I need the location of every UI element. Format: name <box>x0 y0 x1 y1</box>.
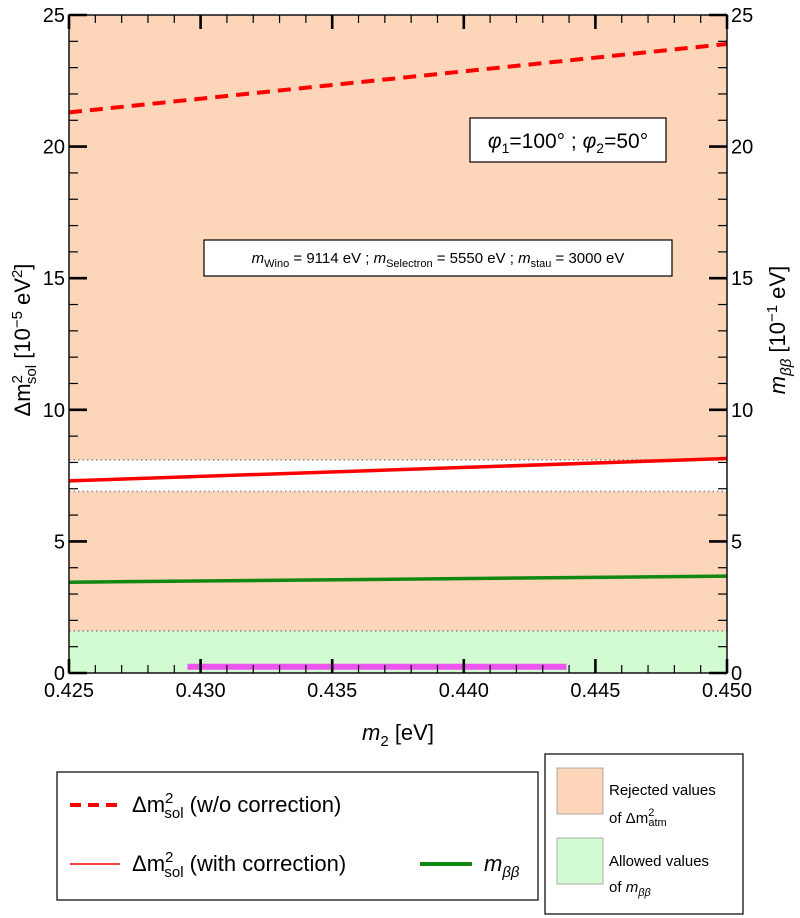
y-tick-label-5: 25 <box>43 5 65 27</box>
shade-label-allowed-1: Allowed values <box>609 853 709 870</box>
y2-tick-label-5: 25 <box>731 5 753 27</box>
line-legend: Δm2 sol (w/o correction) Δm2 sol (with cor… <box>56 771 539 901</box>
mass-annotation-box <box>203 239 673 277</box>
x-tick-label-1: 0.430 <box>176 680 226 702</box>
y-tick-label-4: 20 <box>43 137 65 159</box>
shade-swatch-allowed <box>556 837 604 885</box>
mass-annotation: mWino = 9114 eV ; mSelectron = 5550 eV ;… <box>203 239 673 277</box>
phase-annotation-box <box>469 117 667 163</box>
y2-tick-label-4: 20 <box>731 137 753 159</box>
y-tick-label-2: 10 <box>43 400 65 422</box>
x-tick-label-4: 0.445 <box>570 680 620 702</box>
shade-label-allowed-2: of mββ <box>609 879 651 899</box>
y-tick-label-1: 5 <box>54 531 65 553</box>
svg-text:mWino = 9114 eV ; mSelectron: mWino = 9114 eV ; mSelectron = 5550 eV ;… <box>252 250 625 270</box>
y-tick-label-3: 15 <box>43 268 65 290</box>
series-line-with <box>68 456 728 483</box>
y-axis-right-label: mββ [10−1 eV] <box>764 266 795 394</box>
plot-frame <box>68 14 728 674</box>
x-tick-label-5: 0.450 <box>702 680 752 702</box>
y2-tick-label-0: 0 <box>731 663 742 685</box>
y2-tick-label-1: 5 <box>731 531 742 553</box>
legend-label-wo: Δm2 sol (w/o correction) <box>132 790 341 822</box>
x-axis-label: m2 [eV] <box>362 720 434 750</box>
shade-swatch-rejected <box>556 767 604 815</box>
y2-tick-label-2: 10 <box>731 400 753 422</box>
x-tick-label-2: 0.435 <box>307 680 357 702</box>
y-tick-label-0: 0 <box>54 663 65 685</box>
x-tick-label-0: 0.425 <box>44 680 94 702</box>
legend-label-with: Δm2 sol (with correction) <box>132 849 346 881</box>
shade-legend: Rejected values of Δm2 atm Allowed values… <box>544 753 744 915</box>
phase-annotation: φ1=100° ; φ2=50° <box>469 117 667 163</box>
series-line-wo <box>68 41 728 115</box>
x-tick-label-3: 0.440 <box>439 680 489 702</box>
y-axis-left-label: Δm2sol [10−5 eV2] <box>9 264 40 417</box>
line-legend-box <box>56 771 539 901</box>
shade-label-rejected-1: Rejected values <box>609 782 716 799</box>
svg-text:φ1=100° ; φ2=50°: φ1=100° ; φ2=50° <box>488 130 648 156</box>
legend-label-mbb: mββ <box>484 851 520 881</box>
shade-label-rejected-2: of Δm2 atm <box>609 807 667 829</box>
band-rejected_upper <box>69 15 727 460</box>
series-line-mbb <box>68 574 728 584</box>
y2-tick-label-3: 15 <box>731 268 753 290</box>
band-rejected_lower <box>69 491 727 631</box>
